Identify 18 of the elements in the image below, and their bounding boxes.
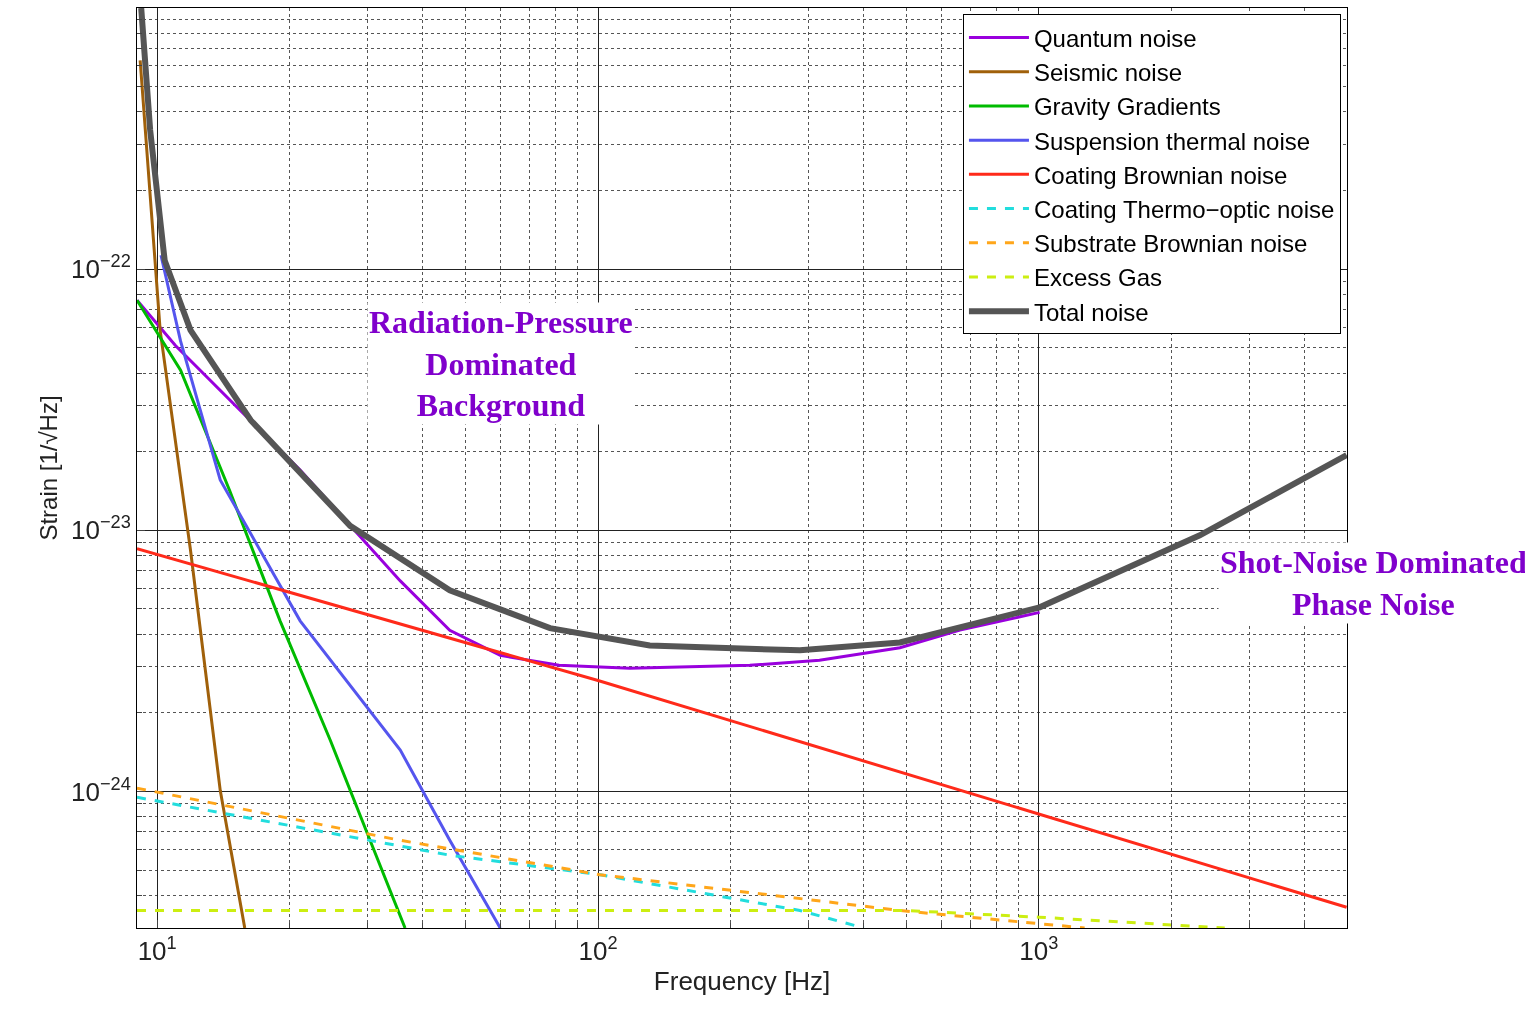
x-tick-label: 10$^{3}$ (1019, 933, 1059, 967)
x-tick-label: 10$^{1}$ (137, 933, 177, 967)
legend-label: Gravity Gradients (1033, 93, 1221, 121)
y-axis-title: Strain [1/√Hz] (35, 395, 63, 541)
legend-label: Coating Brownian noise (1033, 161, 1288, 189)
legend-label: Coating Thermo−optic noise (1033, 195, 1335, 223)
legend-label: Quantum noise (1033, 24, 1197, 52)
y-tick-label: 10$^{−23}$ (71, 512, 131, 546)
y-tick-label: 10$^{−24}$ (71, 773, 131, 807)
y-tick-label: 10$^{−22}$ (71, 251, 131, 285)
x-axis-title: Frequency [Hz] (653, 965, 831, 996)
x-tick-label: 10$^{2}$ (578, 933, 618, 967)
legend-label: Total noise (1033, 298, 1149, 326)
legend-label: Substrate Brownian noise (1033, 230, 1308, 258)
legend-label: Suspension thermal noise (1033, 127, 1311, 155)
annotation: Radiation-Pressure Dominated Background (369, 304, 633, 424)
legend-label: Seismic noise (1033, 59, 1183, 87)
legend-label: Excess Gas (1033, 264, 1162, 292)
